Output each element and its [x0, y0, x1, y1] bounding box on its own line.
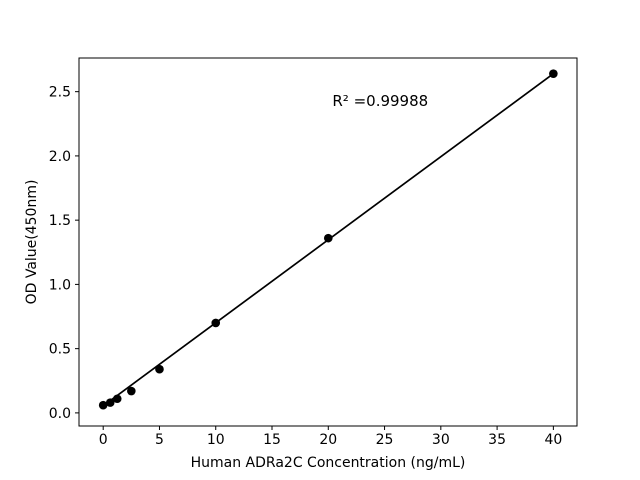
data-point: [549, 69, 558, 78]
data-point: [155, 364, 164, 374]
x-tick-label: 5: [155, 432, 164, 448]
data-point: [98, 400, 108, 410]
data-point: [127, 386, 136, 396]
data-point: [323, 233, 333, 243]
y-axis-ticks: 0.0 0.5 1.0 1.5 2.0 2.5: [49, 85, 79, 422]
y-axis-label: OD Value(450nm): [24, 180, 40, 305]
x-tick-label: 15: [263, 432, 281, 448]
x-tick-label: 25: [376, 432, 394, 448]
y-tick-label: 1.5: [49, 213, 71, 229]
data-point: [112, 394, 122, 404]
y-tick-label: 1.0: [49, 277, 71, 293]
data-point: [105, 398, 115, 407]
y-tick-label: 0.0: [49, 406, 71, 422]
y-tick-label: 2.5: [49, 85, 71, 101]
x-axis-label: Human ADRa2C Concentration (ng/mL): [191, 455, 466, 471]
x-tick-label: 0: [99, 432, 108, 448]
data-point: [211, 318, 221, 328]
data-points: [98, 69, 558, 410]
r-squared-annotation: R² =0.99988: [332, 92, 428, 110]
x-tick-label: 40: [544, 432, 562, 448]
axes-spines: [78, 57, 578, 427]
x-tick-label: 30: [432, 432, 450, 448]
x-axis-ticks: 0 5 10 15 20 25 30 35 40: [99, 426, 562, 448]
x-tick-label: 35: [488, 432, 506, 448]
x-tick-label: 20: [319, 432, 337, 448]
x-tick-label: 10: [207, 432, 225, 448]
y-tick-label: 0.5: [49, 342, 71, 358]
y-tick-label: 2.0: [49, 149, 71, 165]
